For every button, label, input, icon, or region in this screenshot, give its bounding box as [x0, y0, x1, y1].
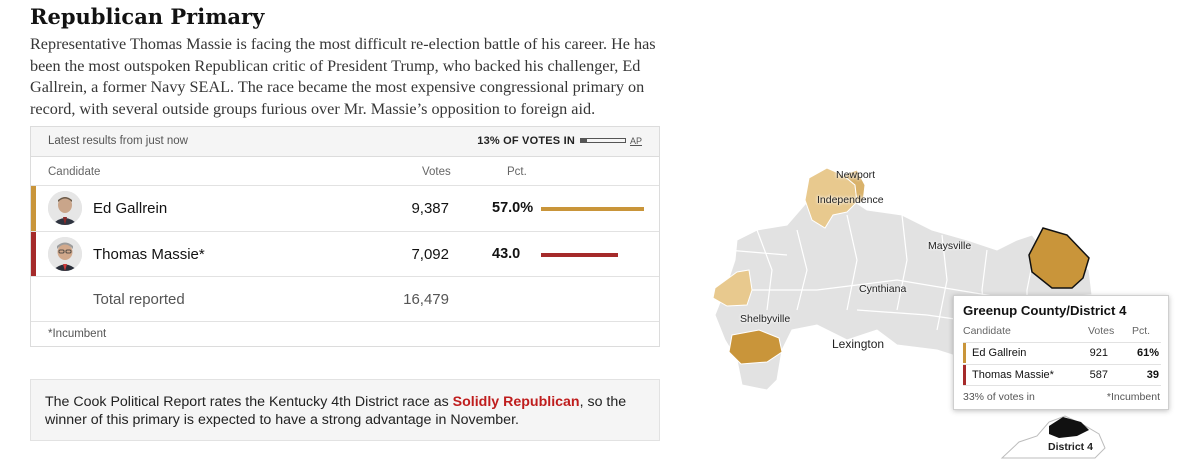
county-campbell — [842, 169, 866, 203]
map-label-maysville: Maysville — [928, 240, 972, 252]
tooltip-candidate-header: Candidate — [963, 325, 1011, 337]
candidate-column-header: Candidate — [48, 166, 101, 178]
candidate-row-massie: Thomas Massie* 7,092 43.0 — [31, 231, 659, 277]
map-label-cynthiana: Cynthiana — [859, 283, 907, 295]
inset-district-4 — [1049, 417, 1089, 438]
map-label-newport: Newport — [836, 169, 876, 181]
total-votes: 16,479 — [403, 291, 449, 308]
county-greenup — [1028, 227, 1090, 289]
map-label-lexington: Lexington — [832, 337, 885, 351]
results-table: Latest results from just now 13% OF VOTE… — [30, 126, 660, 347]
candidate-pct: 43.0 — [492, 246, 521, 262]
county-oldham — [712, 269, 753, 307]
tooltip-candidate-votes: 587 — [1089, 369, 1108, 381]
candidate-color-stripe — [31, 186, 36, 231]
candidate-color-stripe — [31, 232, 36, 277]
cook-text-after: , so the winner of this primary is expec… — [45, 394, 627, 428]
county-shelby — [728, 329, 783, 365]
tooltip-row-massie: Thomas Massie* 587 39 — [963, 364, 1161, 385]
ap-source-link[interactable]: AP — [629, 136, 642, 146]
candidate-name: Ed Gallrein — [93, 200, 168, 217]
tooltip-candidate-name: Thomas Massie* — [972, 369, 1054, 381]
tooltip-incumbent-footnote: *Incumbent — [1106, 391, 1160, 403]
candidate-row-gallrein: Ed Gallrein 9,387 57.0% — [31, 185, 659, 231]
tooltip-votes-header: Votes — [1088, 325, 1115, 337]
tooltip-title: Greenup County/District 4 — [963, 303, 1127, 318]
total-label: Total reported — [93, 291, 185, 308]
avatar — [48, 191, 82, 225]
results-header: Latest results from just now 13% OF VOTE… — [31, 127, 659, 157]
county-boone-kenton — [804, 167, 858, 229]
tooltip-candidate-name: Ed Gallrein — [972, 347, 1027, 359]
tooltip-divider — [963, 385, 1161, 387]
latest-results-label: Latest results from just now — [48, 135, 188, 147]
county-tooltip: Greenup County/District 4 Candidate Vote… — [953, 295, 1169, 410]
total-row: Total reported 16,479 — [31, 276, 659, 322]
incumbent-footnote: *Incumbent — [48, 328, 107, 340]
candidate-name: Thomas Massie* — [93, 246, 205, 263]
cook-rating-highlight: Solidly Republican — [452, 394, 580, 410]
intro-paragraph: Representative Thomas Massie is facing t… — [30, 35, 656, 118]
candidate-votes: 9,387 — [411, 200, 449, 217]
tooltip-candidate-pct: 39 — [1146, 369, 1159, 381]
candidate-pct-bar — [541, 207, 644, 211]
map-label-shelbyville: Shelbyville — [740, 313, 791, 325]
tooltip-color-stripe — [963, 343, 966, 363]
cook-text-before: The Cook Political Report rates the Kent… — [45, 394, 453, 410]
candidate-pct: 57.0% — [492, 200, 534, 216]
tooltip-row-gallrein: Ed Gallrein 921 61% — [963, 342, 1161, 363]
tooltip-pct-header: Pct. — [1132, 325, 1151, 337]
votes-in-progress-bar — [580, 138, 626, 143]
map-label-district-4: District 4 — [1048, 441, 1093, 453]
votes-in-progress-fill — [581, 139, 587, 142]
tooltip-candidate-pct: 61% — [1136, 347, 1159, 359]
cook-rating-note: The Cook Political Report rates the Kent… — [30, 379, 660, 441]
map-label-independence: Independence — [817, 194, 884, 206]
candidate-pct-bar — [541, 253, 619, 257]
footnote-divider — [31, 321, 659, 323]
page-title: Republican Primary — [30, 4, 265, 29]
tooltip-color-stripe — [963, 365, 966, 385]
votes-column-header: Votes — [422, 166, 451, 178]
district-county-lines — [726, 214, 1093, 350]
tooltip-candidate-votes: 921 — [1089, 347, 1108, 359]
tooltip-votes-in: 33% of votes in — [963, 391, 1035, 403]
pct-column-header: Pct. — [507, 166, 527, 178]
candidate-votes: 7,092 — [411, 246, 449, 263]
votes-in-label: 13% OF VOTES IN — [477, 135, 575, 147]
avatar — [48, 237, 82, 271]
